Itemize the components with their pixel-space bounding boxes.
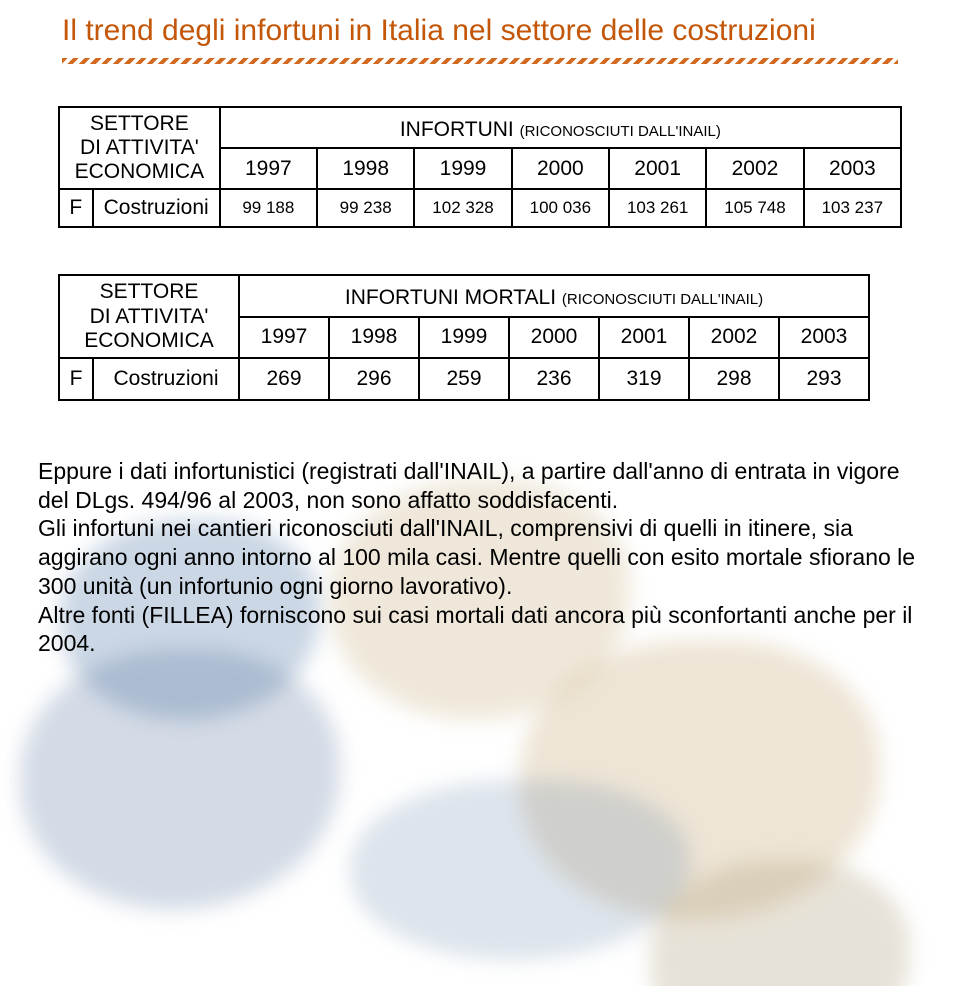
table-value: 103 237 — [804, 189, 901, 227]
table-value: 259 — [419, 358, 509, 400]
table-year: 2003 — [804, 148, 901, 189]
table-year: 2000 — [512, 148, 609, 189]
table2-block: SETTOREDI ATTIVITA'ECONOMICAINFORTUNI MO… — [34, 274, 926, 400]
table-year: 2001 — [609, 148, 706, 189]
table-value: 236 — [509, 358, 599, 400]
table-value: 269 — [239, 358, 329, 400]
paragraph-3: Altre fonti (FILLEA) forniscono sui casi… — [38, 601, 922, 659]
table1-block: SETTOREDI ATTIVITA'ECONOMICAINFORTUNI (R… — [34, 106, 926, 228]
table-header-sector: SETTOREDI ATTIVITA'ECONOMICA — [59, 107, 220, 189]
table2: SETTOREDI ATTIVITA'ECONOMICAINFORTUNI MO… — [58, 274, 870, 400]
table-year: 2002 — [706, 148, 803, 189]
table1: SETTOREDI ATTIVITA'ECONOMICAINFORTUNI (R… — [58, 106, 902, 228]
table-year: 1997 — [239, 317, 329, 358]
table-row-code: F — [59, 358, 93, 400]
table-value: 296 — [329, 358, 419, 400]
table-year: 1997 — [220, 148, 317, 189]
table-row-code: F — [59, 189, 93, 227]
table-year: 1999 — [419, 317, 509, 358]
title-block: Il trend degli infortuni in Italia nel s… — [34, 14, 926, 68]
table-year: 2003 — [779, 317, 869, 358]
paragraph-2: Gli infortuni nei cantieri riconosciuti … — [38, 514, 922, 600]
table-value: 103 261 — [609, 189, 706, 227]
page-content: Il trend degli infortuni in Italia nel s… — [0, 0, 960, 678]
table-header-group: INFORTUNI MORTALI (RICONOSCIUTI DALL'INA… — [239, 275, 869, 316]
background-blob — [350, 780, 690, 960]
table-value: 99 238 — [317, 189, 414, 227]
table-year: 1998 — [329, 317, 419, 358]
paragraph-1: Eppure i dati infortunistici (registrati… — [38, 457, 922, 515]
table-value: 319 — [599, 358, 689, 400]
table-header-sector: SETTOREDI ATTIVITA'ECONOMICA — [59, 275, 239, 357]
page-title: Il trend degli infortuni in Italia nel s… — [62, 14, 898, 48]
table-value: 99 188 — [220, 189, 317, 227]
table-value: 298 — [689, 358, 779, 400]
table-value: 105 748 — [706, 189, 803, 227]
table-row-label: Costruzioni — [93, 358, 239, 400]
table-year: 1999 — [414, 148, 511, 189]
table-year: 2000 — [509, 317, 599, 358]
table-value: 100 036 — [512, 189, 609, 227]
table-value: 293 — [779, 358, 869, 400]
table-row-label: Costruzioni — [93, 189, 220, 227]
table-value: 102 328 — [414, 189, 511, 227]
title-underline — [62, 54, 898, 68]
background-blob — [20, 650, 340, 910]
table-year: 2002 — [689, 317, 779, 358]
table-header-group: INFORTUNI (RICONOSCIUTI DALL'INAIL) — [220, 107, 901, 148]
paragraphs-block: Eppure i dati infortunistici (registrati… — [34, 457, 926, 658]
table-year: 1998 — [317, 148, 414, 189]
table-year: 2001 — [599, 317, 689, 358]
